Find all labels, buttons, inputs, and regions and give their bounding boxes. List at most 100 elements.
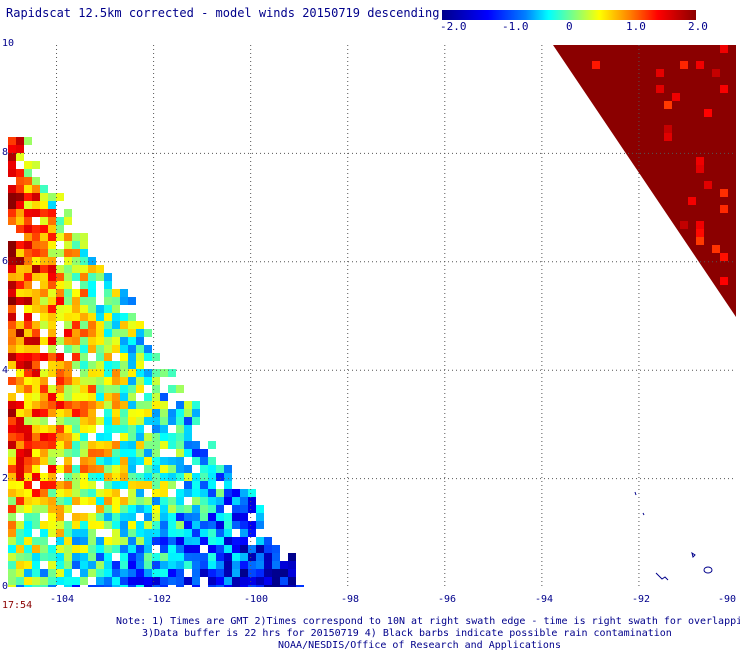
wind-difference-cell (104, 569, 112, 577)
wind-difference-cell (208, 529, 216, 537)
wind-difference-cell (48, 441, 56, 449)
wind-difference-cell (176, 385, 184, 393)
wind-difference-cell (168, 529, 176, 537)
wind-difference-cell (104, 537, 112, 545)
wind-difference-cell (240, 561, 248, 569)
wind-difference-cell (64, 585, 72, 587)
wind-difference-cell (48, 257, 56, 265)
wind-difference-cell (40, 441, 48, 449)
wind-difference-cell (120, 393, 128, 401)
wind-difference-cell (16, 185, 24, 193)
wind-difference-cell (56, 393, 64, 401)
wind-difference-cell (104, 417, 112, 425)
wind-difference-cell (8, 417, 16, 425)
wind-difference-cell (96, 321, 104, 329)
wind-difference-cell (16, 545, 24, 553)
wind-difference-cell (136, 441, 144, 449)
y-tick-label: 4 (2, 365, 9, 376)
wind-difference-cell (48, 313, 56, 321)
wind-difference-cell (96, 537, 104, 545)
wind-difference-cell (176, 521, 184, 529)
wind-difference-cell (80, 369, 88, 377)
wind-difference-cell (128, 353, 136, 361)
wind-difference-cell (216, 577, 224, 585)
wind-difference-cell (152, 489, 160, 497)
wind-difference-cell (48, 361, 56, 369)
wind-difference-cell (696, 221, 704, 229)
wind-difference-cell (192, 449, 200, 457)
wind-difference-cell (32, 577, 40, 585)
wind-difference-cell (48, 577, 56, 585)
wind-difference-cell (8, 281, 16, 289)
wind-difference-cell (112, 481, 120, 489)
wind-difference-cell (8, 513, 16, 521)
wind-difference-cell (240, 537, 248, 545)
wind-difference-cell (8, 313, 16, 321)
wind-difference-cell (24, 361, 32, 369)
wind-difference-cell (24, 265, 32, 273)
wind-difference-cell (8, 185, 16, 193)
wind-difference-cell (16, 457, 24, 465)
wind-difference-cell (224, 529, 232, 537)
wind-difference-cell (80, 345, 88, 353)
wind-difference-cell (128, 401, 136, 409)
island-outline (691, 551, 696, 558)
wind-difference-cell (64, 569, 72, 577)
wind-difference-cell (40, 385, 48, 393)
wind-difference-cell (232, 569, 240, 577)
wind-difference-cell (56, 225, 64, 233)
wind-difference-cell (224, 513, 232, 521)
wind-difference-cell (24, 505, 32, 513)
wind-difference-cell (16, 281, 24, 289)
wind-difference-cell (176, 577, 184, 585)
wind-difference-cell (208, 441, 216, 449)
wind-difference-cell (32, 441, 40, 449)
wind-difference-cell (176, 457, 184, 465)
wind-difference-cell (112, 497, 120, 505)
wind-difference-cell (136, 377, 144, 385)
wind-difference-cell (152, 409, 160, 417)
wind-difference-cell (72, 257, 80, 265)
wind-difference-cell (152, 521, 160, 529)
wind-difference-cell (152, 401, 160, 409)
wind-difference-cell (144, 465, 152, 473)
wind-difference-cell (48, 273, 56, 281)
wind-difference-cell (720, 45, 728, 53)
wind-difference-cell (128, 545, 136, 553)
wind-difference-cell (248, 569, 256, 577)
wind-difference-cell (176, 433, 184, 441)
wind-difference-cell (120, 369, 128, 377)
wind-difference-cell (32, 497, 40, 505)
wind-difference-cell (16, 361, 24, 369)
wind-difference-cell (8, 345, 16, 353)
wind-difference-cell (112, 425, 120, 433)
wind-difference-cell (16, 329, 24, 337)
wind-difference-cell (64, 481, 72, 489)
wind-difference-cell (64, 241, 72, 249)
wind-difference-cell (72, 425, 80, 433)
wind-difference-cell (56, 481, 64, 489)
wind-difference-cell (272, 585, 280, 587)
wind-difference-cell (40, 481, 48, 489)
wind-difference-cell (168, 465, 176, 473)
y-tick-label: 6 (2, 256, 9, 267)
wind-difference-cell (120, 513, 128, 521)
wind-difference-cell (184, 577, 192, 585)
wind-difference-cell (664, 133, 672, 141)
wind-difference-cell (272, 577, 280, 585)
wind-difference-cell (56, 265, 64, 273)
wind-difference-cell (248, 561, 256, 569)
wind-difference-cell (32, 201, 40, 209)
wind-difference-cell (192, 585, 200, 587)
wind-difference-cell (104, 425, 112, 433)
wind-difference-cell (64, 425, 72, 433)
wind-difference-cell (8, 393, 16, 401)
wind-difference-cell (120, 465, 128, 473)
wind-difference-cell (24, 257, 32, 265)
wind-difference-cell (104, 289, 112, 297)
wind-difference-cell (80, 457, 88, 465)
wind-difference-cell (48, 249, 56, 257)
wind-difference-cell (40, 545, 48, 553)
wind-difference-cell (176, 401, 184, 409)
wind-difference-cell (8, 161, 16, 169)
